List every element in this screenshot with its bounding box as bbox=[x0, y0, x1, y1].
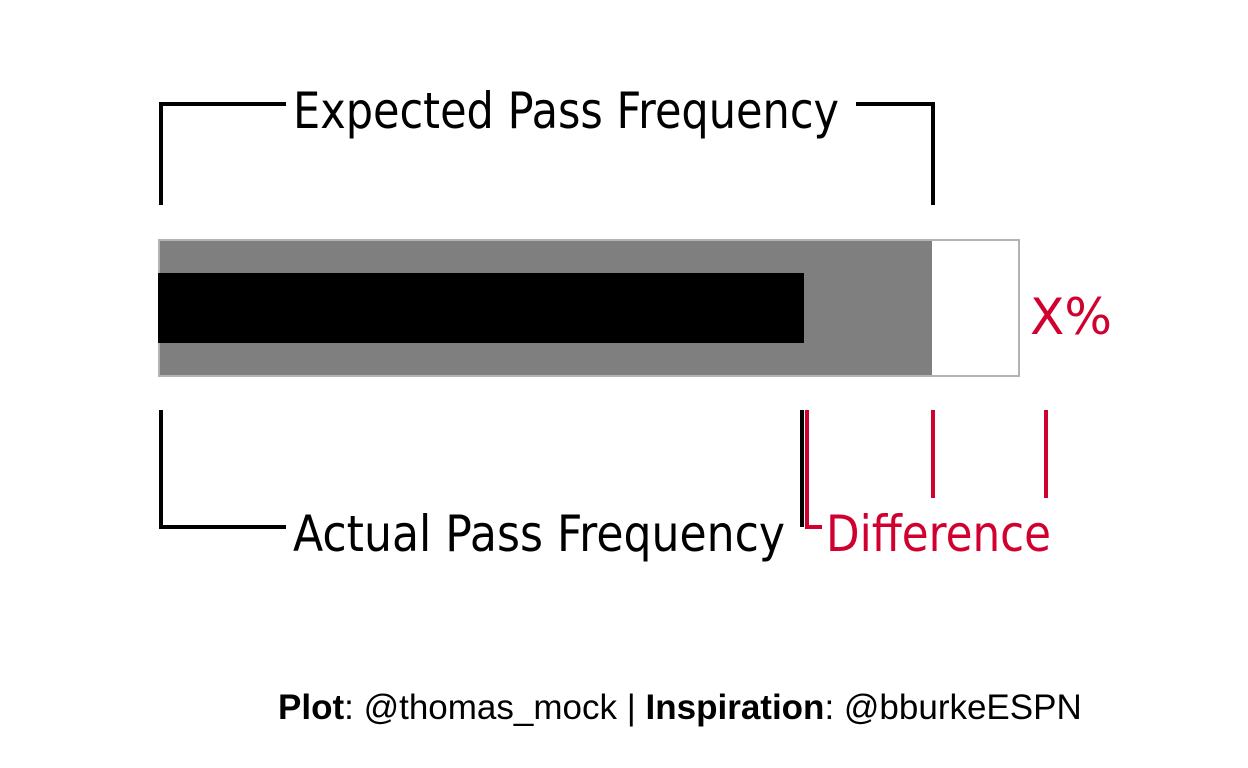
expected-bracket bbox=[159, 102, 935, 205]
expected-label: Expected Pass Frequency bbox=[293, 82, 839, 140]
difference-bracket bbox=[805, 410, 822, 529]
actual-bar bbox=[158, 273, 804, 343]
expected-bracket-right bbox=[856, 102, 935, 205]
actual-label: Actual Pass Frequency bbox=[293, 505, 785, 563]
caption: Plot: @thomas_mock | Inspiration: @bburk… bbox=[278, 688, 1082, 727]
caption-plot-handle: @thomas_mock bbox=[363, 688, 617, 727]
expected-bracket-left bbox=[159, 102, 286, 205]
caption-separator: | bbox=[626, 688, 636, 727]
caption-inspiration-handle: @bburkeESPN bbox=[843, 688, 1082, 727]
caption-plot-label: Plot bbox=[278, 688, 345, 727]
value-label: X% bbox=[1030, 288, 1112, 346]
caption-inspiration-label: Inspiration bbox=[645, 688, 825, 727]
difference-label: Difference bbox=[826, 505, 1051, 563]
actual-bracket bbox=[159, 410, 286, 529]
